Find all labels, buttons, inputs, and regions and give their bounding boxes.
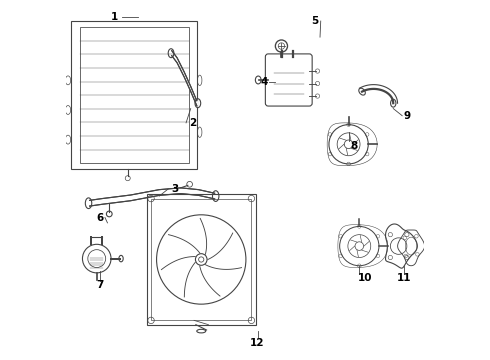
Text: 7: 7	[97, 280, 104, 291]
Bar	[79, 27, 189, 163]
Text: 4: 4	[261, 77, 269, 87]
Text: 5: 5	[311, 16, 318, 26]
Text: 9: 9	[404, 111, 411, 121]
Text: 10: 10	[357, 273, 372, 283]
Text: 2: 2	[190, 118, 197, 128]
Text: 8: 8	[350, 141, 358, 151]
Text: 12: 12	[250, 338, 265, 347]
Bar	[151, 199, 251, 320]
Text: 11: 11	[397, 273, 411, 283]
Text: 6: 6	[97, 212, 104, 222]
Text: 1: 1	[111, 13, 118, 22]
Bar	[71, 21, 197, 169]
Text: 3: 3	[172, 184, 179, 194]
Bar	[147, 194, 256, 325]
